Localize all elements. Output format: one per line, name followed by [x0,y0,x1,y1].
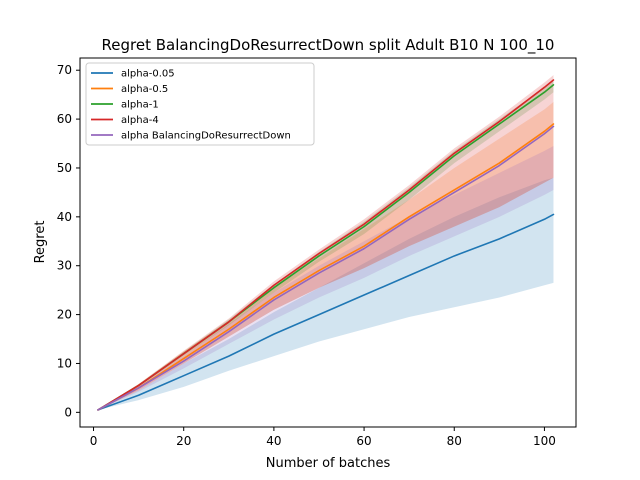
legend-entry: alpha-0.5 [121,84,168,95]
x-tick-label: 20 [176,434,191,448]
y-tick-label: 40 [57,210,72,224]
y-axis-ticks: 0 10 20 30 40 50 60 70 [57,63,80,419]
x-axis-ticks: 0 20 40 60 80 100 [90,427,556,448]
line-alpha-0-5 [97,123,555,411]
line-alpha-0-05 [97,213,555,411]
band-alpha-0-05 [98,177,554,410]
x-axis-label: Number of batches [266,456,391,471]
y-tick-label: 50 [57,161,72,175]
line-alpha-balancingdoresurrectdown [97,125,555,411]
line-alpha-4 [97,79,555,411]
x-tick-label: 80 [447,434,462,448]
axes-frame [79,57,577,428]
legend-entry: alpha-4 [121,115,159,126]
y-tick-label: 10 [57,356,72,370]
x-tick-label: 40 [266,434,281,448]
band-alpha-balancingdoresurrectdown [98,145,554,410]
x-tick-label: 100 [533,434,556,448]
x-tick-label: 60 [356,434,371,448]
chart-title: Regret BalancingDoResurrectDown split Ad… [102,36,555,55]
y-tick-label: 20 [57,308,72,322]
y-tick-label: 0 [64,405,72,419]
legend-entry: alpha BalancingDoResurrectDown [121,131,291,142]
y-tick-label: 60 [57,112,72,126]
legend: alpha-0.05 alpha-0.5 alpha-1 alpha-4 alpha B… [85,62,315,146]
legend-entry: alpha-1 [121,100,159,111]
x-tick-label: 0 [90,434,98,448]
legend-box [85,62,315,146]
legend-entry: alpha-0.05 [121,69,175,80]
y-tick-label: 70 [57,63,72,77]
y-tick-label: 30 [57,259,72,273]
series-lines [97,79,555,411]
y-axis-label: Regret [33,221,48,264]
